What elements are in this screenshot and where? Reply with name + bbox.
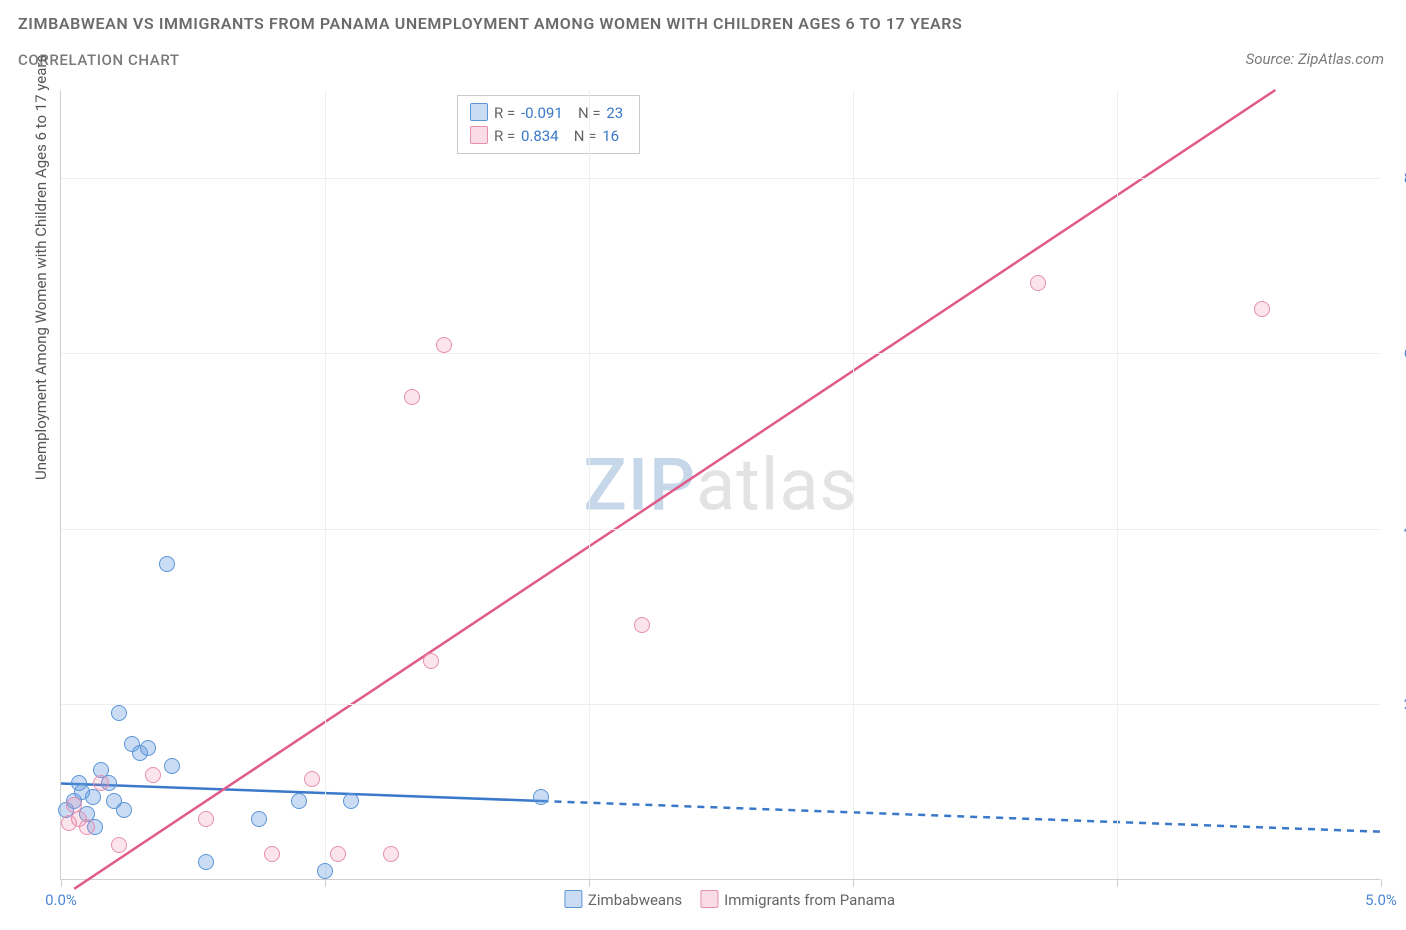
data-point [436,337,452,353]
legend-swatch [470,126,488,144]
data-point [198,854,214,870]
data-point [383,846,399,862]
legend: ZimbabweansImmigrants from Panama [546,890,895,909]
data-point [93,775,109,791]
data-point [404,389,420,405]
data-point [291,793,307,809]
grid-line-vertical [589,90,590,879]
data-point [164,758,180,774]
data-point [198,811,214,827]
data-point [79,819,95,835]
data-point [343,793,359,809]
y-axis-title: Unemployment Among Women with Children A… [32,55,50,480]
watermark: ZIPatlas [583,442,857,527]
data-point [251,811,267,827]
plot-area: ZIPatlas R = -0.091 N = 23R = 0.834 N = … [60,90,1380,880]
source-credit: Source: ZipAtlas.com [1246,50,1384,68]
x-tick-label: 0.0% [45,891,77,909]
legend-swatch [470,103,488,121]
x-tick [853,879,854,887]
grid-line-horizontal [61,178,1380,179]
data-point [304,771,320,787]
data-point [264,846,280,862]
legend-swatch [564,890,582,908]
stats-row: R = -0.091 N = 23 [470,102,627,125]
legend-item: Zimbabweans [546,891,682,909]
trend-lines-layer [61,90,1380,879]
grid-line-vertical [853,90,854,879]
data-point [1254,301,1270,317]
legend-swatch [700,890,718,908]
x-tick-label: 5.0% [1365,891,1397,909]
grid-line-horizontal [61,353,1380,354]
chart-title: ZIMBABWEAN VS IMMIGRANTS FROM PANAMA UNE… [18,14,1388,33]
x-tick [61,879,62,887]
legend-item: Immigrants from Panama [682,891,895,909]
x-tick [589,879,590,887]
x-tick [1117,879,1118,887]
data-point [533,789,549,805]
grid-line-vertical [325,90,326,879]
data-point [111,837,127,853]
data-point [634,617,650,633]
grid-line-vertical [1117,90,1118,879]
correlation-stats-box: R = -0.091 N = 23R = 0.834 N = 16 [457,95,640,154]
chart-subtitle: CORRELATION CHART [18,51,1388,69]
stats-row: R = 0.834 N = 16 [470,125,627,148]
data-point [145,767,161,783]
grid-line-horizontal [61,529,1380,530]
data-point [111,705,127,721]
trend-line [541,801,1381,832]
data-point [159,556,175,572]
x-tick [1381,879,1382,887]
data-point [330,846,346,862]
x-tick [325,879,326,887]
data-point [423,653,439,669]
grid-line-horizontal [61,704,1380,705]
trend-line [74,90,1275,889]
data-point [1030,275,1046,291]
data-point [116,802,132,818]
data-point [317,863,333,879]
data-point [140,740,156,756]
